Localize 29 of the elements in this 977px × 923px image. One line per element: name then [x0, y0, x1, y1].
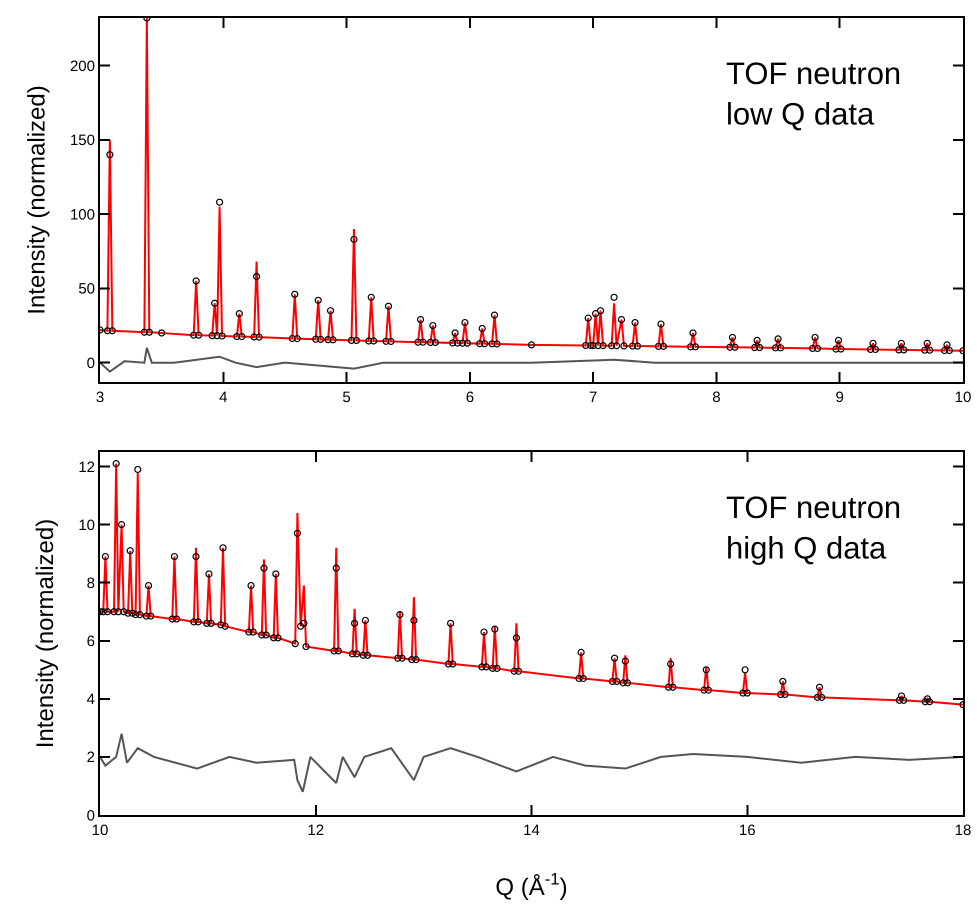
y-axis-title: Intensity (normalized) [32, 518, 59, 748]
x-tick-label: 16 [738, 822, 756, 839]
x-tick-label: 9 [836, 389, 844, 406]
y-tick-label: 200 [70, 58, 95, 75]
x-tick-label: 12 [307, 822, 324, 839]
annotation: TOF neutron high Q data [726, 490, 902, 566]
x-tick-label: 14 [523, 822, 540, 839]
y-tick-label: 8 [86, 574, 95, 592]
annotation: TOF neutron low Q data [726, 56, 902, 132]
y-axis-title: Intensity (normalized) [24, 85, 51, 315]
y-tick-label: 10 [78, 516, 95, 534]
x-tick-label: 10 [954, 389, 972, 406]
y-tick-label: 150 [70, 132, 95, 150]
y-tick-label: 50 [78, 280, 95, 298]
y-tick-label: 4 [86, 691, 95, 708]
x-tick-label: 6 [466, 389, 474, 406]
x-tick-label: 3 [96, 389, 104, 406]
y-tick-label: 12 [78, 458, 95, 476]
y-tick-label: 6 [86, 633, 95, 650]
y-tick-label: 0 [86, 807, 95, 824]
x-tick-label: 4 [219, 389, 228, 406]
y-tick-label: 2 [86, 749, 95, 766]
x-tick-label: 7 [588, 389, 598, 406]
y-tick-label: 100 [70, 206, 95, 224]
x-tick-label: 18 [954, 822, 972, 839]
y-tick-label: 0 [86, 354, 95, 372]
x-axis-title: Q (Å$^{-1}$) [495, 870, 568, 901]
x-tick-label: 8 [712, 389, 721, 406]
x-tick-label: 5 [342, 389, 351, 406]
